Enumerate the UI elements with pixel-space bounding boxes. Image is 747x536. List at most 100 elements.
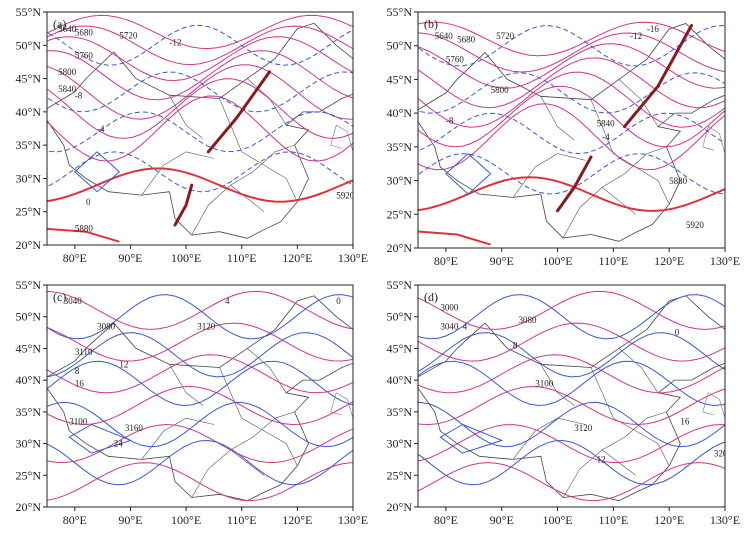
- height-contour: [418, 424, 725, 464]
- temperature-contour: [47, 439, 353, 486]
- panel-body: 5640 5680 5720 5760 5800 5840 5880 5920 -12 -16 -4…: [418, 21, 725, 246]
- contour-label: 8: [513, 340, 518, 350]
- contour-label: -16: [647, 24, 659, 34]
- contour-label: 5640: [58, 24, 77, 34]
- map-panel: 5640 5680 5720 5760 5800 5840 5880 5920 -12 -16 -4…: [387, 5, 741, 268]
- contour-label: 3040: [440, 321, 459, 331]
- contour-label: 3080: [518, 315, 537, 325]
- lon-tick-label: 100°E: [542, 513, 572, 527]
- contour-label: 3040: [64, 296, 83, 306]
- contour-label: -12: [169, 37, 181, 47]
- lon-tick-label: 110°E: [227, 251, 257, 265]
- contour-label: 24: [114, 439, 124, 449]
- temperature-contour: [418, 112, 725, 155]
- lon-tick-label: 110°E: [599, 513, 629, 527]
- lat-tick-label: 30°N: [387, 174, 413, 188]
- temperature-contour: [47, 360, 353, 407]
- province-border: [191, 184, 265, 236]
- temperature-contour: [47, 332, 353, 378]
- trough-line: [206, 70, 271, 154]
- lon-tick-label: 120°E: [282, 513, 312, 527]
- lon-tick-label: 130°E: [338, 513, 368, 527]
- country-border: [47, 295, 353, 502]
- province-border: [230, 144, 295, 186]
- lat-tick-label: 50°N: [16, 310, 42, 324]
- lat-tick-label: 20°N: [387, 241, 413, 255]
- lat-tick-label: 35°N: [387, 405, 413, 419]
- lat-tick-label: 45°N: [387, 72, 413, 86]
- temperature-contour: [47, 294, 353, 340]
- province-border: [230, 411, 295, 451]
- panel-label: (c): [53, 290, 66, 304]
- province-border: [602, 146, 667, 188]
- lon-tick-label: 90°E: [118, 513, 142, 527]
- contour-label: 3200: [714, 448, 733, 458]
- province-border: [169, 364, 203, 406]
- lon-tick-label: 100°E: [542, 254, 572, 268]
- temperature-contour: [418, 294, 725, 340]
- contour-label: 5880: [669, 176, 688, 186]
- lat-tick-label: 30°N: [16, 171, 42, 185]
- temperature-contour: [418, 24, 725, 67]
- lat-tick-label: 35°N: [16, 405, 42, 419]
- height-contour: [47, 354, 353, 394]
- lat-tick-label: 45°N: [387, 341, 413, 355]
- lon-tick-label: 130°E: [710, 513, 740, 527]
- height-contour: [47, 78, 353, 140]
- province-border: [613, 153, 670, 205]
- lat-tick-label: 50°N: [387, 39, 413, 53]
- height-contour: [418, 354, 725, 394]
- lat-tick-label: 25°N: [16, 468, 42, 482]
- temperature-contour: [418, 332, 725, 378]
- province-border: [141, 417, 214, 460]
- lon-tick-label: 100°E: [171, 251, 201, 265]
- province-border: [540, 96, 575, 141]
- lon-tick-label: 110°E: [599, 254, 629, 268]
- contour-label: 5920: [686, 220, 705, 230]
- panel-label: (b): [424, 17, 438, 31]
- lat-tick-label: 40°N: [16, 373, 42, 387]
- contour-label: 5880: [75, 224, 94, 234]
- lon-tick-label: 90°E: [490, 254, 514, 268]
- province-border: [618, 348, 659, 393]
- height-contour: [418, 21, 725, 57]
- subtropical-high: [418, 230, 491, 246]
- lat-tick-label: 25°N: [387, 207, 413, 221]
- province-border: [247, 348, 287, 393]
- temperature-contour: [445, 153, 492, 195]
- map-panel: 3000 3040 3080 3100 3120 3200 0 4 8 12 16 (d) 80°E 90…: [387, 278, 741, 527]
- height-contour: [418, 71, 725, 128]
- lon-tick-label: 100°E: [171, 513, 201, 527]
- contour-label: 5640: [435, 31, 454, 41]
- lat-tick-label: 40°N: [16, 105, 42, 119]
- map-panel: 3040 3080 3110 3120 3100 3160 0 4 8 12 16 24 (c) 80°E…: [16, 278, 369, 527]
- lat-tick-label: 20°N: [16, 500, 42, 514]
- height-contour: [418, 322, 725, 362]
- coastline: [330, 392, 353, 419]
- country-border: [418, 23, 725, 242]
- contour-label: 5680: [457, 34, 476, 44]
- contour-label: 5760: [75, 51, 94, 61]
- temperature-contour: [47, 111, 353, 153]
- height-contour: [47, 14, 353, 50]
- temperature-contour: [418, 401, 725, 448]
- contour-label: 3110: [75, 347, 93, 357]
- contour-label: 3120: [197, 321, 216, 331]
- lon-tick-label: 110°E: [227, 513, 257, 527]
- lon-tick-label: 80°E: [434, 513, 458, 527]
- province-border: [540, 364, 575, 406]
- lon-tick-label: 130°E: [338, 251, 368, 265]
- height-contour: [47, 322, 353, 362]
- temperature-contour: [47, 401, 353, 448]
- contour-label: 5920: [336, 190, 355, 200]
- contour-label: 16: [75, 378, 85, 388]
- province-border: [590, 99, 614, 154]
- contour-label: -4: [97, 124, 105, 134]
- height-contour: [418, 85, 725, 148]
- contour-label: -8: [446, 115, 454, 125]
- panel-label: (a): [53, 17, 66, 31]
- contour-label: 5800: [491, 85, 510, 95]
- lat-tick-label: 45°N: [16, 341, 42, 355]
